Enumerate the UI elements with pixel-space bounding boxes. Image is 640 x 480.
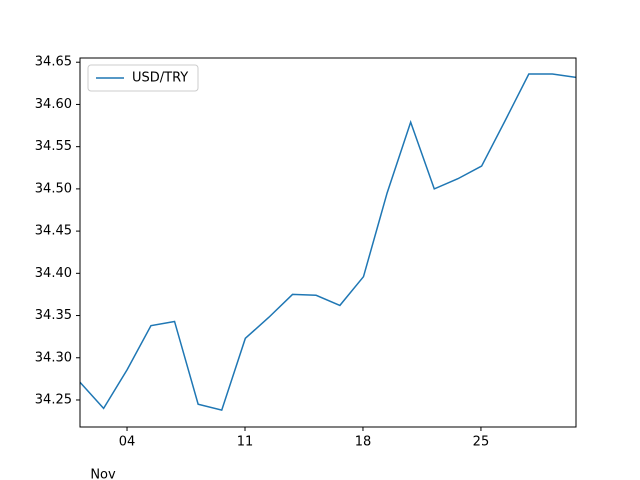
line [80, 73, 576, 412]
y-tick-label: 34.55 [35, 139, 72, 154]
x-axis-label: Nov [90, 468, 116, 480]
legend-label: USD/TRY [132, 71, 188, 86]
x-tick-label: 25 [473, 435, 490, 450]
x-tick-label: 18 [355, 435, 372, 450]
y-tick-label: 34.30 [35, 350, 72, 365]
plot-frame [79, 57, 577, 428]
y-tick-label: 34.40 [35, 266, 72, 281]
y-tick-label: 34.35 [35, 308, 72, 323]
y-tick-label: 34.60 [35, 97, 72, 112]
y-tick-label: 34.50 [35, 181, 72, 196]
y-tick-label: 34.25 [35, 392, 72, 407]
x-tick-label: 04 [119, 435, 136, 450]
y-tick-label: 34.65 [35, 55, 72, 70]
x-tick-label: 11 [237, 435, 254, 450]
legend-box [87, 64, 199, 92]
y-tick-label: 34.45 [35, 224, 72, 239]
